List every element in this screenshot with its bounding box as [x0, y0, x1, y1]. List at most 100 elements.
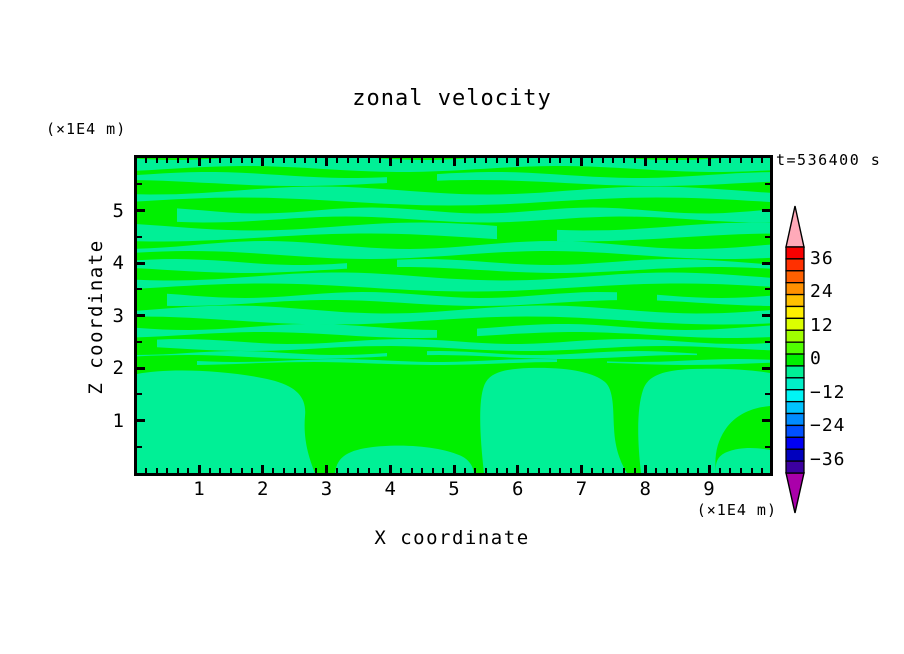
axis-tick: [251, 468, 254, 473]
axis-tick: [197, 158, 201, 166]
colorbar-segment: [785, 389, 805, 403]
axis-tick: [325, 465, 328, 473]
axis-tick: [144, 158, 147, 163]
axis-tick: [686, 158, 689, 163]
colorbar-segment: [785, 317, 805, 331]
axis-tick: [580, 465, 583, 473]
axis-tick: [336, 468, 339, 473]
contour-stripe: [137, 172, 770, 186]
colorbar-segment: [785, 258, 805, 272]
axis-tick: [410, 468, 413, 473]
axis-tick: [452, 465, 456, 473]
contour-stripe: [167, 292, 770, 306]
contour-blob: [715, 448, 770, 473]
axis-tick: [506, 158, 509, 163]
colorbar-tick-label: −12: [810, 381, 846, 403]
contour-field: [137, 158, 770, 473]
colorbar-segment: [785, 282, 805, 296]
axis-tick: [548, 158, 551, 163]
axis-tick: [463, 158, 466, 163]
colorbar-tick-label: 0: [810, 348, 822, 369]
axis-tick: [765, 393, 770, 396]
axis-tick: [762, 209, 770, 212]
axis-tick: [612, 468, 615, 473]
axis-tick: [516, 158, 520, 166]
axis-tick: [580, 158, 583, 166]
contour-stripe: [137, 272, 770, 292]
axis-tick: [601, 158, 604, 163]
colorbar-tick-label: 36: [810, 247, 834, 269]
axis-tick: [336, 158, 339, 163]
contour-stripe: [157, 339, 770, 351]
axis-tick: [729, 158, 732, 163]
colorbar-segment: [785, 329, 805, 343]
axis-tick: [686, 468, 689, 473]
axis-tick: [137, 340, 142, 343]
axis-tick: [240, 468, 243, 473]
colorbar: [785, 205, 805, 514]
axis-tick: [484, 158, 487, 163]
axis-tick: [665, 468, 668, 473]
axis-tick: [707, 465, 711, 473]
contour-blob: [638, 368, 770, 473]
axis-tick: [765, 340, 770, 343]
axis-tick: [761, 158, 764, 163]
x-tick-label: 4: [384, 478, 396, 500]
axis-tick: [452, 158, 456, 166]
colorbar-segment: [785, 270, 805, 284]
axis-tick: [442, 468, 445, 473]
axis-tick: [410, 158, 413, 163]
axis-tick: [739, 468, 742, 473]
axis-tick: [431, 158, 434, 163]
x-tick-label: 5: [448, 478, 460, 500]
colorbar-segment: [785, 436, 805, 450]
colorbar-segment: [785, 400, 805, 415]
axis-tick: [137, 235, 142, 238]
contour-stripe: [177, 207, 770, 223]
axis-tick: [761, 468, 764, 473]
colorbar-segment: [785, 365, 805, 379]
axis-tick: [697, 158, 700, 163]
contour-stripe: [137, 305, 770, 325]
contour-stripe: [137, 241, 770, 259]
axis-tick: [765, 445, 770, 448]
axis-tick: [293, 158, 296, 163]
axis-tick: [750, 158, 753, 163]
colorbar-segment: [785, 293, 805, 308]
colorbar-segment: [785, 246, 805, 260]
x-tick-label: 3: [320, 478, 333, 500]
axis-tick: [219, 468, 222, 473]
axis-tick: [293, 468, 296, 473]
axis-tick: [240, 158, 243, 163]
axis-tick: [176, 468, 179, 473]
contour-stripe: [137, 351, 697, 359]
axis-tick: [378, 468, 381, 473]
axis-tick: [187, 468, 190, 473]
axis-tick: [137, 209, 145, 212]
axis-tick: [676, 468, 679, 473]
axis-tick: [137, 445, 142, 448]
axis-tick: [137, 314, 145, 317]
axis-tick: [654, 468, 657, 473]
axis-tick: [314, 158, 317, 163]
x-axis-label: X coordinate: [374, 527, 530, 549]
axis-tick: [388, 465, 392, 473]
axis-tick: [765, 235, 770, 238]
axis-tick: [538, 158, 540, 163]
colorbar-segment: [785, 448, 805, 462]
colorbar-segment: [785, 460, 805, 474]
axis-tick: [623, 158, 625, 163]
colorbar-tick-label: −36: [810, 448, 846, 470]
axis-tick: [155, 158, 158, 163]
axis-tick: [506, 468, 509, 473]
contour-stripe: [137, 186, 770, 206]
plot-area-frame: [134, 155, 773, 476]
axis-tick: [762, 314, 770, 317]
axis-tick: [591, 158, 594, 163]
axis-tick: [368, 468, 370, 473]
axis-tick: [762, 419, 770, 422]
axis-tick: [378, 158, 381, 163]
axis-tick: [357, 158, 360, 163]
axis-tick: [495, 468, 498, 473]
